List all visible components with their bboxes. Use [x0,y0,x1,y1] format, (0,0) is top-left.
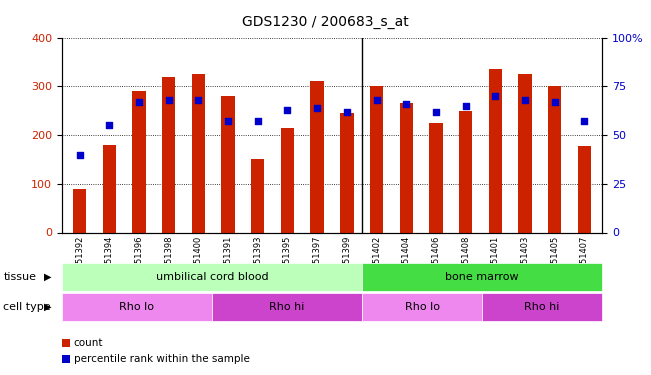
Bar [311,81,324,232]
Point [342,109,352,115]
Text: umbilical cord blood: umbilical cord blood [156,272,268,282]
Bar [221,96,235,232]
Bar [162,76,175,232]
Bar [103,145,116,232]
Point [401,101,411,107]
Point [460,103,471,109]
Text: tissue: tissue [3,272,36,282]
Text: Rho hi: Rho hi [525,302,560,312]
Point [283,106,293,112]
Point [104,122,115,128]
Point [549,99,560,105]
Bar [251,159,264,232]
Bar [482,292,602,321]
Bar [73,189,87,232]
Text: GDS1230 / 200683_s_at: GDS1230 / 200683_s_at [242,15,409,29]
Text: count: count [74,338,103,348]
Bar [489,69,502,232]
Bar [548,86,561,232]
Point [253,118,263,124]
Text: Rho lo: Rho lo [404,302,439,312]
Bar [62,262,362,291]
Point [163,97,174,103]
Bar [132,91,146,232]
Point [519,97,530,103]
Bar [362,262,602,291]
Point [312,105,322,111]
Point [490,93,501,99]
Text: cell type: cell type [3,302,51,312]
Bar [518,74,532,232]
Text: percentile rank within the sample: percentile rank within the sample [74,354,249,364]
Bar [340,113,353,232]
Bar [62,292,212,321]
Bar [212,292,362,321]
Text: ▶: ▶ [44,302,52,312]
Point [193,97,204,103]
Bar [429,123,443,232]
Bar [192,74,205,232]
Text: Rho hi: Rho hi [270,302,305,312]
Point [223,118,233,124]
Point [134,99,145,105]
Bar [281,128,294,232]
Point [431,109,441,115]
Bar [459,111,472,232]
Bar [400,104,413,232]
Text: Rho lo: Rho lo [119,302,154,312]
Bar [370,86,383,232]
Point [371,97,381,103]
Point [74,152,85,157]
Bar [362,292,482,321]
Text: bone marrow: bone marrow [445,272,519,282]
Point [579,118,590,124]
Bar [577,146,591,232]
Text: ▶: ▶ [44,272,52,282]
